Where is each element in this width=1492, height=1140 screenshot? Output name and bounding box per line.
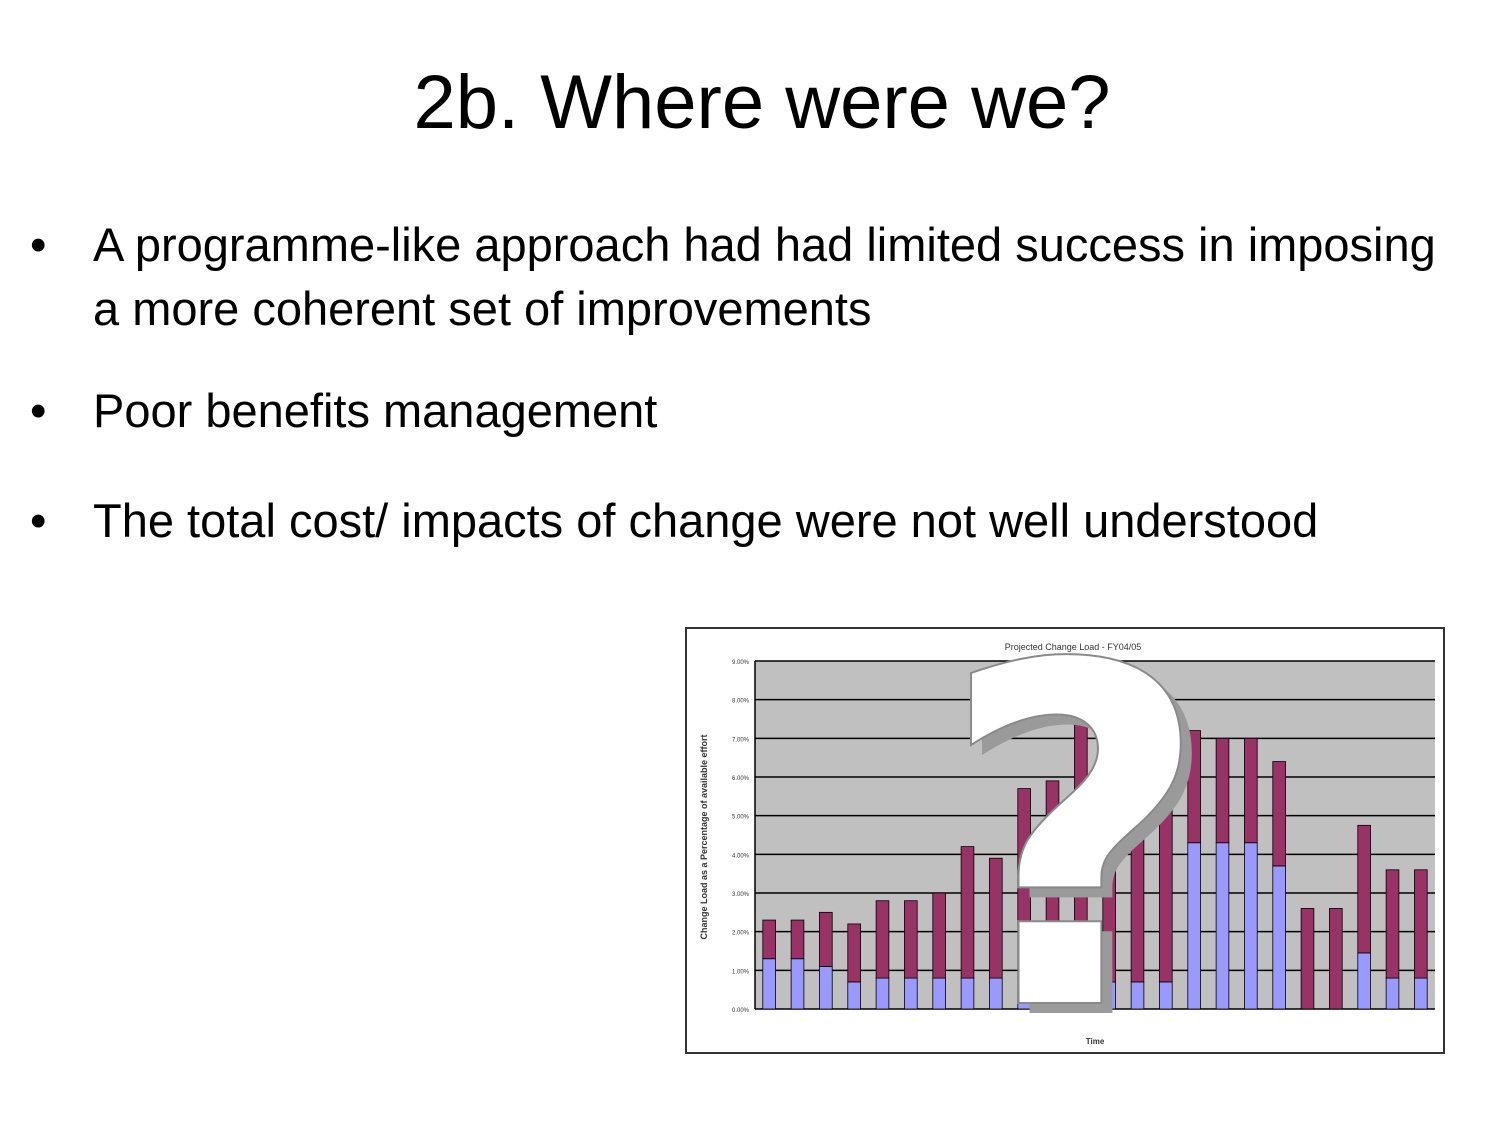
grid-lines: [754, 660, 1435, 1010]
bar-segment: [847, 923, 861, 983]
bar-segment: [1385, 977, 1400, 1010]
bars: [762, 699, 1428, 1010]
y-tick-label: 5.00%: [732, 815, 750, 821]
stacked-bar-chart: Projected Change Load - FY04/05 0.00% 1.0…: [685, 627, 1445, 1054]
bar-segment: [1215, 737, 1230, 844]
y-axis-label: Change Load as a Percentage of available…: [699, 734, 709, 939]
slide-title: 2b. Where were we?: [413, 60, 1111, 145]
bullet-list: • A programme-like approach had had limi…: [30, 213, 1470, 553]
bar-segment: [1272, 761, 1286, 867]
bullet-marker: •: [30, 218, 47, 271]
y-tick-label: 0.00%: [732, 1008, 750, 1014]
bar-segment: [1102, 799, 1116, 983]
bar-segment: [1414, 869, 1428, 979]
question-mark-shadow: ?: [950, 627, 1223, 1054]
bar-segment: [1130, 799, 1145, 983]
y-tick-label: 6.00%: [732, 776, 750, 782]
bullet-item: • The total cost/ impacts of change were…: [30, 489, 1470, 553]
bullet-text: A programme-like approach had had limite…: [93, 218, 1436, 335]
bullet-marker: •: [30, 384, 47, 437]
chart-image: Projected Change Load - FY04/05 0.00% 1.0…: [685, 627, 1445, 1054]
bar-segment: [875, 900, 890, 979]
bullet-item: • Poor benefits management: [30, 379, 1470, 443]
bar-segment: [790, 919, 805, 960]
y-tick-label: 9.00%: [732, 660, 750, 666]
bar-segment: [1074, 699, 1088, 979]
bullet-text: Poor benefits management: [93, 384, 658, 437]
bar-segment: [1244, 842, 1258, 1010]
bar-segment: [1045, 780, 1060, 979]
bar-segment: [875, 977, 890, 1010]
y-tick-label: 8.00%: [732, 699, 750, 705]
bar-segment: [819, 966, 833, 1010]
y-tick-label: 3.00%: [732, 892, 750, 898]
question-mark-overlay: ? ?: [938, 627, 1223, 1054]
bullet-text: The total cost/ impacts of change were n…: [93, 494, 1319, 547]
bar-segment: [790, 958, 805, 1010]
chart-title: Projected Change Load - FY04/05: [1005, 642, 1142, 652]
bar-segment: [1244, 737, 1258, 844]
bullet-item: • A programme-like approach had had limi…: [30, 213, 1470, 341]
bar-segment: [932, 892, 946, 979]
bar-segment: [1357, 824, 1371, 954]
y-tick-label: 2.00%: [732, 931, 750, 937]
y-tick-label: 4.00%: [732, 853, 750, 859]
bar-segment: [1272, 865, 1286, 1010]
bar-segment: [819, 911, 833, 967]
bar-segment: [1300, 908, 1315, 1010]
y-tick-labels: 0.00% 1.00% 2.00% 3.00% 4.00% 5.00% 6.00% 7.00%…: [732, 660, 750, 1014]
bar-segment: [1329, 908, 1343, 1010]
bar-segment: [960, 846, 975, 979]
plot-area: [755, 661, 1435, 1009]
bar-segment: [904, 977, 918, 1010]
bar-segment: [1357, 952, 1371, 1010]
bar-segment: [762, 958, 776, 1010]
bar-segment: [847, 981, 861, 1010]
bar-segment: [1414, 977, 1428, 1010]
bar-segment: [1159, 730, 1173, 983]
bar-segment: [989, 857, 1003, 979]
bar-segment: [1017, 788, 1031, 979]
x-axis-label: Time: [1086, 1037, 1105, 1046]
bar-segment: [1187, 730, 1201, 844]
y-tick-label: 7.00%: [732, 737, 750, 743]
bar-segment: [1385, 869, 1400, 979]
bar-segment: [904, 900, 918, 979]
bullet-marker: •: [30, 494, 47, 547]
question-mark-icon: ?: [939, 627, 1212, 1054]
y-tick-label: 1.00%: [732, 969, 750, 975]
bar-segment: [762, 919, 776, 960]
